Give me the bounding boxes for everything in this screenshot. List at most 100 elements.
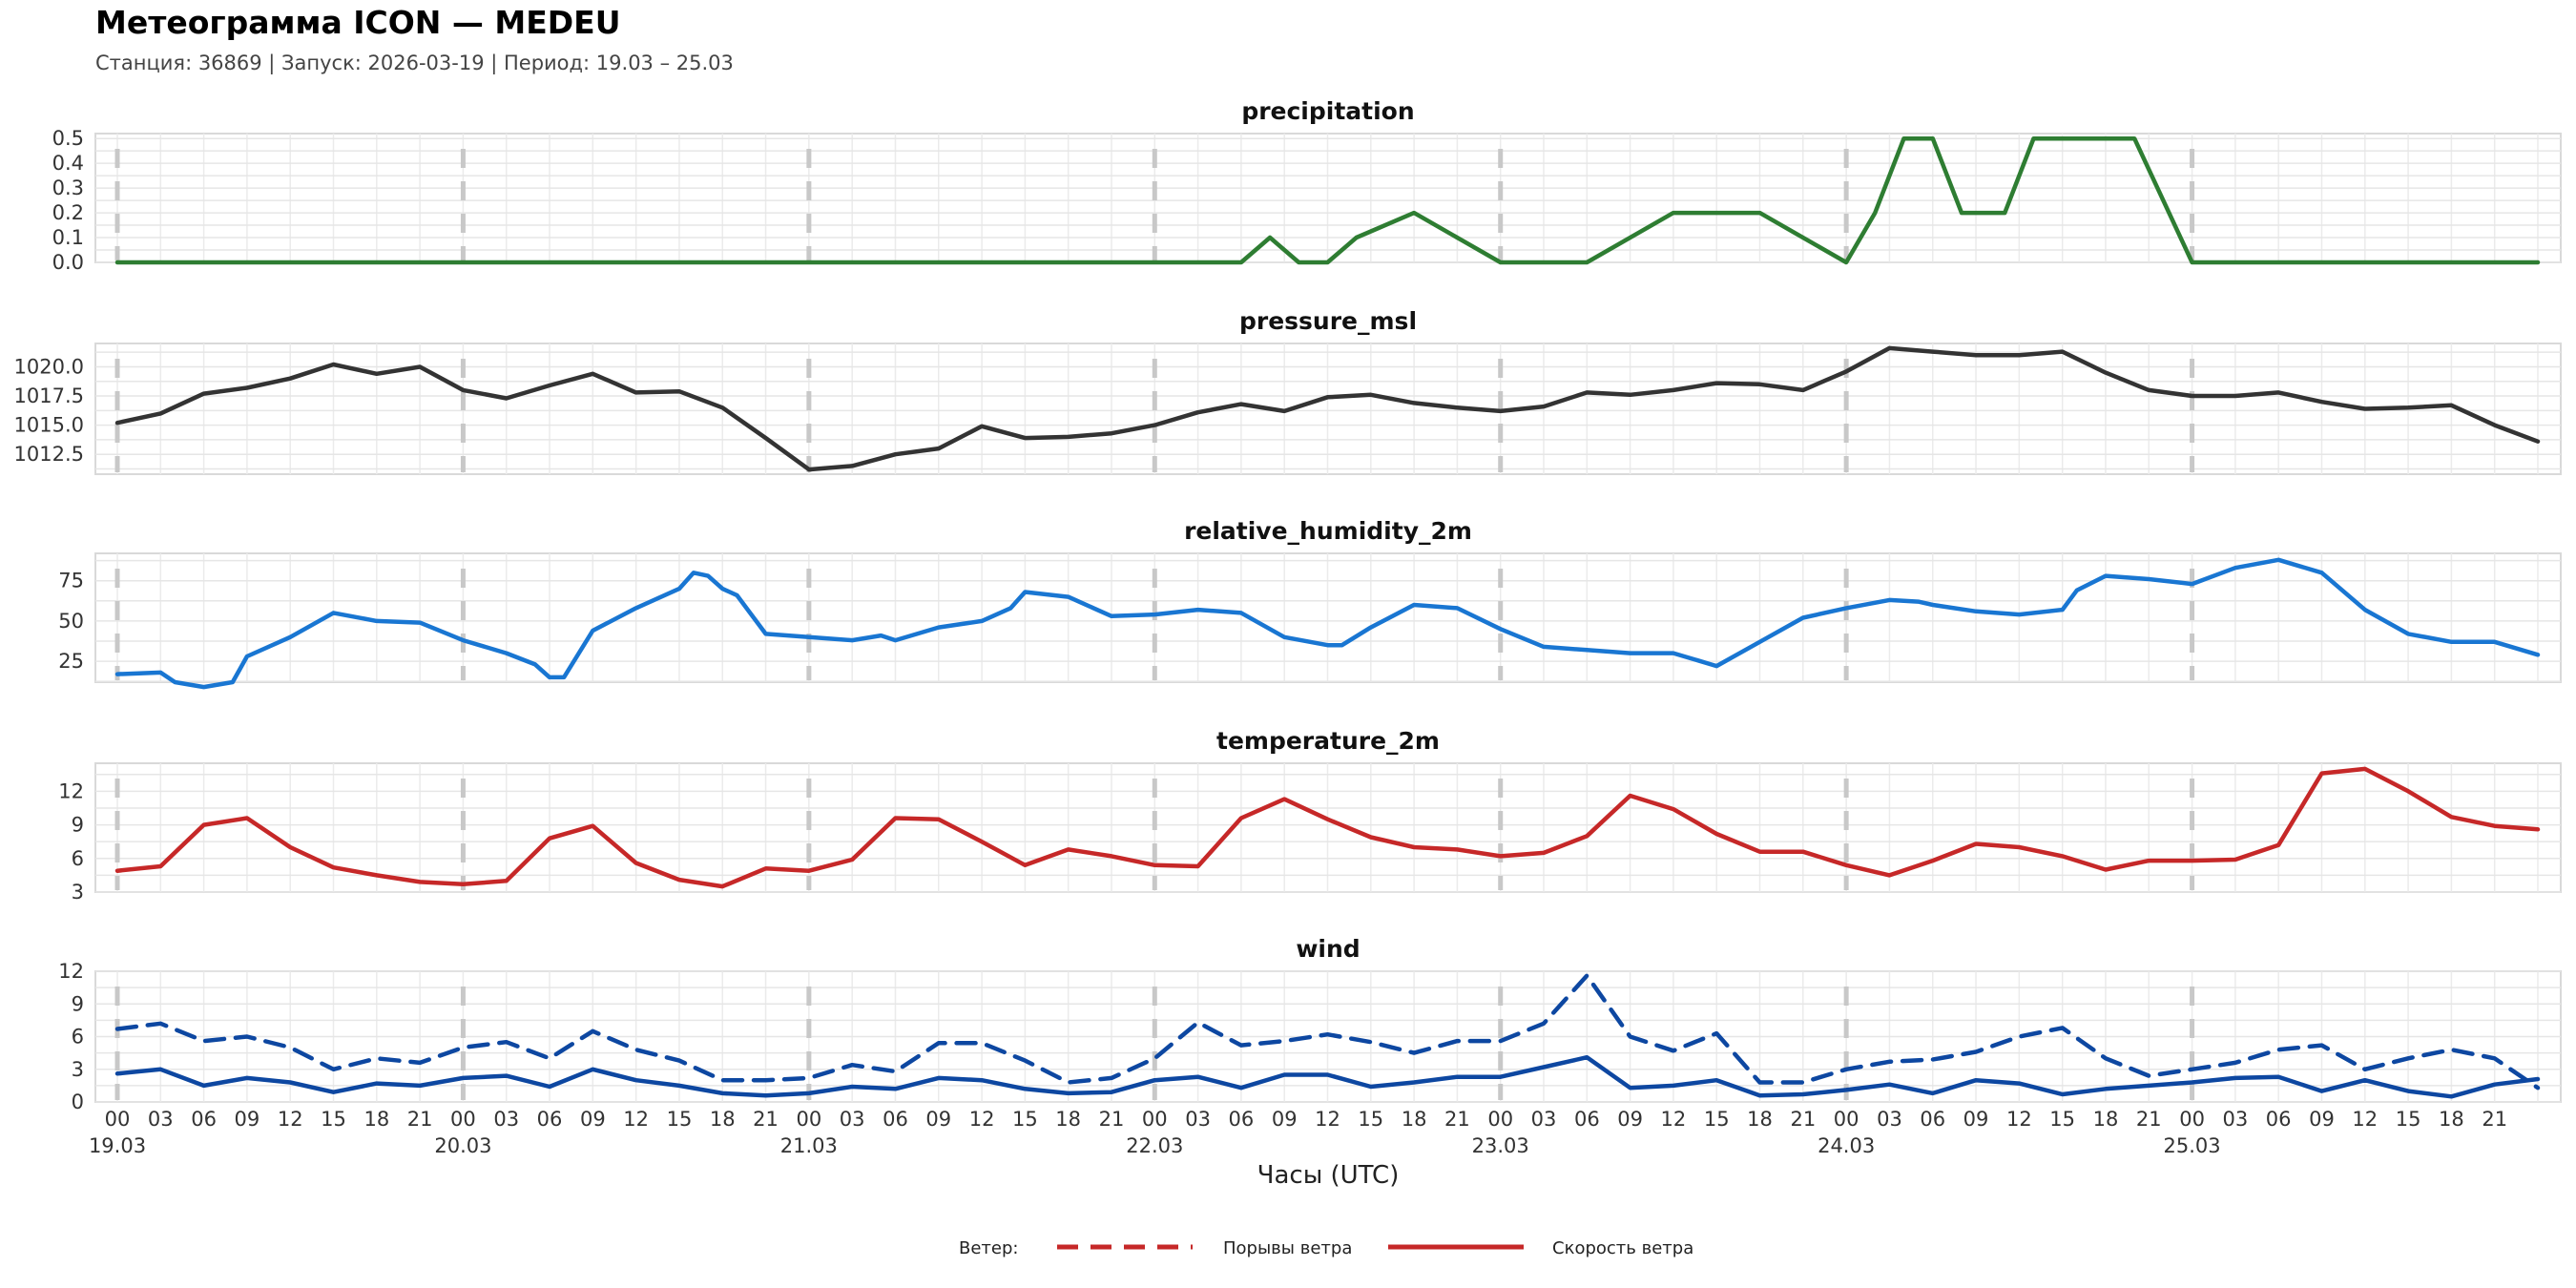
x-tick-label: 03 [1877,1108,1902,1131]
x-tick-label: 09 [1963,1108,1989,1131]
x-tick-label: 21 [407,1108,433,1131]
y-tick-label: 0 [72,1091,84,1113]
x-tick-label: 18 [1402,1108,1427,1131]
x-tick-label: 15 [2049,1108,2075,1131]
y-tick-label: 12 [58,779,84,802]
y-tick-label: 1015.0 [14,414,84,437]
x-tick-label: 18 [1055,1108,1081,1131]
x-tick-label: 00 [1142,1108,1168,1131]
x-tick-label: 18 [2093,1108,2119,1131]
y-tick-label: 9 [72,814,84,837]
x-tick-label: 12 [2352,1108,2378,1131]
x-tick-label: 09 [925,1108,951,1131]
x-tick-label: 09 [1272,1108,1298,1131]
y-tick-label: 0.4 [52,152,84,175]
x-day-label: 24.03 [1818,1134,1875,1157]
x-tick-label: 00 [450,1108,476,1131]
y-tick-label: 25 [58,650,84,673]
x-tick-label: 18 [364,1108,389,1131]
x-tick-label: 06 [2266,1108,2292,1131]
x-tick-label: 09 [2309,1108,2335,1131]
x-tick-label: 06 [1920,1108,1945,1131]
x-day-label: 23.03 [1472,1134,1529,1157]
x-tick-label: 21 [1444,1108,1470,1131]
x-tick-label: 15 [321,1108,346,1131]
y-tick-label: 1017.5 [14,384,84,407]
x-tick-label: 06 [537,1108,563,1131]
page-title: Метеограмма ICON — MEDEU [95,4,621,41]
x-day-label: 22.03 [1126,1134,1183,1157]
x-tick-label: 03 [493,1108,519,1131]
x-tick-label: 21 [2482,1108,2507,1131]
panel-precipitation: 0.00.10.20.30.40.5 precipitation [52,97,2562,274]
x-tick-label: 00 [105,1108,131,1131]
legend: Ветер: Порывы ветра Скорость ветра [959,1238,1693,1258]
y-tick-label: 0.2 [52,201,84,224]
x-tick-label: 12 [1315,1108,1340,1131]
x-tick-label: 00 [2179,1108,2205,1131]
x-tick-label: 12 [623,1108,649,1131]
x-tick-label: 03 [1531,1108,1557,1131]
y-tick-label: 3 [72,1058,84,1081]
y-tick-label: 0.3 [52,177,84,199]
x-tick-label: 12 [278,1108,303,1131]
x-tick-label: 09 [1617,1108,1643,1131]
x-tick-label: 21 [2136,1108,2162,1131]
x-tick-label: 12 [2006,1108,2032,1131]
page-subtitle: Станция: 36869 | Запуск: 2026-03-19 | Пе… [95,52,734,75]
panel-temperature: 3 6 9 12 temperature_2m [58,727,2562,904]
legend-speed-label: Скорость ветра [1552,1238,1693,1258]
series-line-pressure [114,345,2541,472]
x-tick-label: 00 [1487,1108,1513,1131]
legend-gust-label: Порывы ветра [1223,1238,1352,1258]
panel-wind: 0 3 6 9 12 wind [58,935,2562,1113]
x-tick-label: 06 [883,1108,908,1131]
x-tick-label: 03 [1185,1108,1211,1131]
panel-humidity: 25 50 75 relative_humidity_2m [58,517,2562,690]
y-tick-label: 0.1 [52,226,84,249]
x-tick-label: 21 [1790,1108,1816,1131]
x-tick-label: 18 [1747,1108,1773,1131]
y-tick-label: 12 [58,960,84,983]
y-tick-label: 6 [72,1026,84,1049]
series-line-speed [114,1054,2541,1099]
y-tick-label: 75 [58,570,84,592]
x-tick-label: 06 [1574,1108,1600,1131]
panel-title: pressure_msl [1239,307,1417,335]
x-tick-label: 15 [1012,1108,1038,1131]
x-tick-label: 15 [2396,1108,2421,1131]
x-day-label: 19.03 [89,1134,146,1157]
x-tick-label: 09 [580,1108,606,1131]
y-tick-label: 50 [58,610,84,633]
x-tick-label: 12 [969,1108,995,1131]
x-day-label: 21.03 [780,1134,838,1157]
x-tick-label: 18 [710,1108,736,1131]
x-tick-label: 18 [2439,1108,2464,1131]
x-axis: 00 03 06 09 12 15 18 21 00 03 06 09 12 15 18 21 00 03 06 09… [89,1108,2507,1157]
panel-title: wind [1296,935,1360,963]
series-line-humidity [114,557,2541,690]
x-tick-label: 15 [1704,1108,1730,1131]
x-tick-label: 15 [1358,1108,1383,1131]
y-tick-label: 3 [72,881,84,904]
x-tick-label: 09 [235,1108,260,1131]
series-line-temperature [114,766,2541,889]
panel-pressure: 1012.5 1015.0 1017.5 1020.0 pressure_msl [14,307,2562,475]
y-tick-label: 9 [72,992,84,1015]
y-tick-label: 6 [72,847,84,870]
x-tick-label: 15 [667,1108,693,1131]
panel-title: temperature_2m [1216,727,1440,755]
x-tick-label: 00 [796,1108,821,1131]
x-tick-label: 03 [148,1108,174,1131]
legend-title: Ветер: [959,1238,1018,1258]
y-tick-label: 0.5 [52,127,84,150]
x-tick-label: 00 [1834,1108,1859,1131]
y-tick-label: 0.0 [52,251,84,274]
x-day-label: 20.03 [434,1134,491,1157]
x-tick-label: 12 [1661,1108,1687,1131]
x-tick-label: 21 [753,1108,779,1131]
x-tick-label: 06 [1229,1108,1255,1131]
series-line-gusts [114,973,2541,1091]
x-tick-label: 03 [2223,1108,2249,1131]
